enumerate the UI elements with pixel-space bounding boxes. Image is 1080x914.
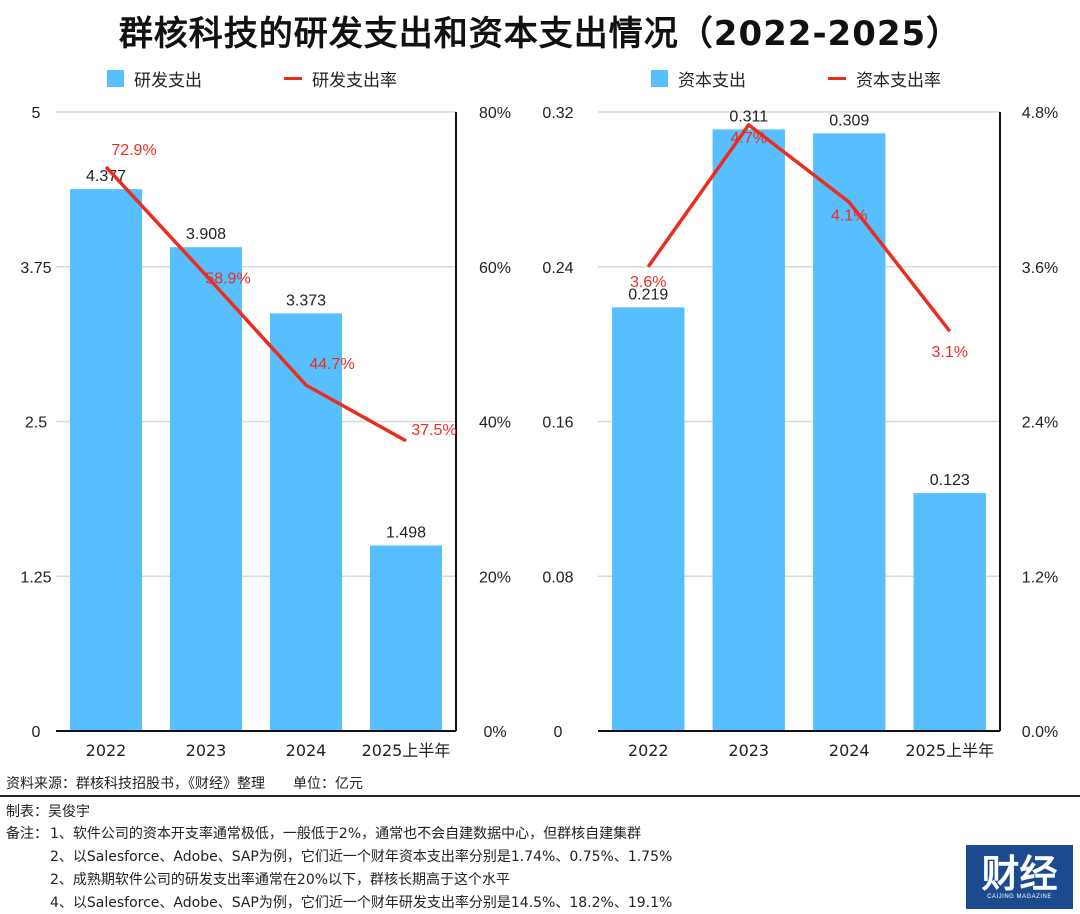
- legend-line-label: 资本支出率: [856, 71, 941, 91]
- x-tick-label: 2025上半年: [362, 741, 451, 760]
- rate-value-label: 4.1%: [831, 207, 867, 224]
- x-tick-label: 2023: [728, 741, 769, 760]
- bar: [270, 313, 342, 731]
- notes-label: 备注：: [6, 826, 48, 842]
- y-right-tick-label: 4.8%: [1022, 105, 1058, 122]
- bar-value-label: 1.498: [386, 525, 426, 542]
- y-right-tick-label: 0%: [483, 724, 506, 741]
- x-tick-label: 2024: [829, 741, 870, 760]
- chart-title: 群核科技的研发支出和资本支出情况（2022-2025）: [118, 14, 962, 54]
- rate-line: [646, 123, 952, 333]
- x-tick-label: 2022: [86, 741, 127, 760]
- rate-value-label: 3.6%: [630, 274, 666, 291]
- y-right-tick-label: 60%: [479, 260, 511, 277]
- rate-value-label: 3.1%: [932, 344, 968, 361]
- legend-bar-swatch: [107, 70, 124, 87]
- rate-value-label: 37.5%: [411, 422, 456, 439]
- x-tick-label: 2025上半年: [905, 741, 994, 760]
- note-item: 2、成熟期软件公司的研发支出率通常在20%以下，群核长期高于这个水平: [50, 872, 511, 888]
- bar-value-label: 3.373: [286, 292, 326, 309]
- bar-value-label: 3.908: [186, 226, 226, 243]
- y-right-tick-label: 80%: [479, 105, 511, 122]
- rate-value-label: 4.7%: [731, 130, 767, 147]
- y-left-tick-label: 1.25: [20, 569, 51, 586]
- bar-value-label: 0.309: [829, 112, 869, 129]
- y-right-tick-label: 40%: [479, 415, 511, 432]
- legend-right: 资本支出 资本支出率: [651, 66, 941, 91]
- legend-bar-label: 研发支出: [134, 71, 202, 91]
- y-right-tick-label: 3.6%: [1022, 260, 1058, 277]
- footer-divider: [0, 795, 1080, 797]
- bar-value-label: 0.311: [729, 108, 768, 125]
- y-right-tick-label: 2.4%: [1022, 415, 1058, 432]
- bar-value-label: 0.123: [930, 472, 970, 489]
- caijing-logo: 财经 CAIJING MAGAZINE: [966, 845, 1073, 909]
- y-right-tick-label: 20%: [479, 569, 511, 586]
- bar: [712, 129, 785, 732]
- y-left-tick-label: 5: [32, 105, 41, 122]
- logo-text: 财经: [981, 852, 1058, 896]
- y-left-tick-label: 0.16: [542, 415, 573, 432]
- author-note: 制表：吴俊宇: [6, 804, 90, 820]
- source-note: 资料来源：群核科技招股书，《财经》整理 单位：亿元: [6, 776, 363, 792]
- legend-bar-swatch: [651, 70, 668, 87]
- x-tick-label: 2023: [186, 741, 227, 760]
- note-item: 4、以Salesforce、Adobe、SAP为例，它们近一个财年研发支出率分别…: [50, 895, 673, 911]
- legend-line-swatch: [828, 77, 846, 80]
- x-tick-label: 2024: [286, 741, 327, 760]
- y-left-tick-label: 0: [32, 724, 41, 741]
- legend-bar-label: 资本支出: [678, 71, 746, 91]
- y-left-tick-label: 3.75: [20, 260, 51, 277]
- bar: [612, 307, 685, 731]
- y-right-tick-label: 0.0%: [1022, 724, 1058, 741]
- y-left-tick-label: 2.5: [25, 415, 47, 432]
- legend-left: 研发支出 研发支出率: [107, 66, 397, 91]
- bar: [370, 545, 442, 731]
- rate-value-label: 58.9%: [205, 270, 250, 287]
- legend-line-swatch: [284, 77, 302, 80]
- bar: [913, 493, 986, 731]
- y-left-tick-label: 0.24: [542, 260, 573, 277]
- y-left-tick-label: 0.08: [542, 569, 573, 586]
- logo-subtext: CAIJING MAGAZINE: [987, 894, 1052, 900]
- bar-value-label: 0.219: [628, 286, 668, 303]
- y-left-tick-label: 0: [554, 724, 563, 741]
- note-item: 2、以Salesforce、Adobe、SAP为例，它们近一个财年资本支出率分别…: [50, 849, 673, 865]
- y-right-tick-label: 1.2%: [1022, 569, 1058, 586]
- x-tick-label: 2022: [628, 741, 669, 760]
- legend-line-label: 研发支出率: [312, 71, 397, 91]
- y-left-tick-label: 0.32: [542, 105, 573, 122]
- bar: [70, 189, 142, 732]
- rate-value-label: 44.7%: [309, 356, 354, 373]
- note-item: 1、软件公司的资本开支率通常极低，一般低于2%，通常也不会自建数据中心，但群核自…: [50, 826, 642, 842]
- bar: [170, 247, 242, 731]
- bar-value-label: 4.377: [86, 168, 126, 185]
- rate-line: [104, 165, 407, 443]
- rate-value-label: 72.9%: [111, 142, 156, 159]
